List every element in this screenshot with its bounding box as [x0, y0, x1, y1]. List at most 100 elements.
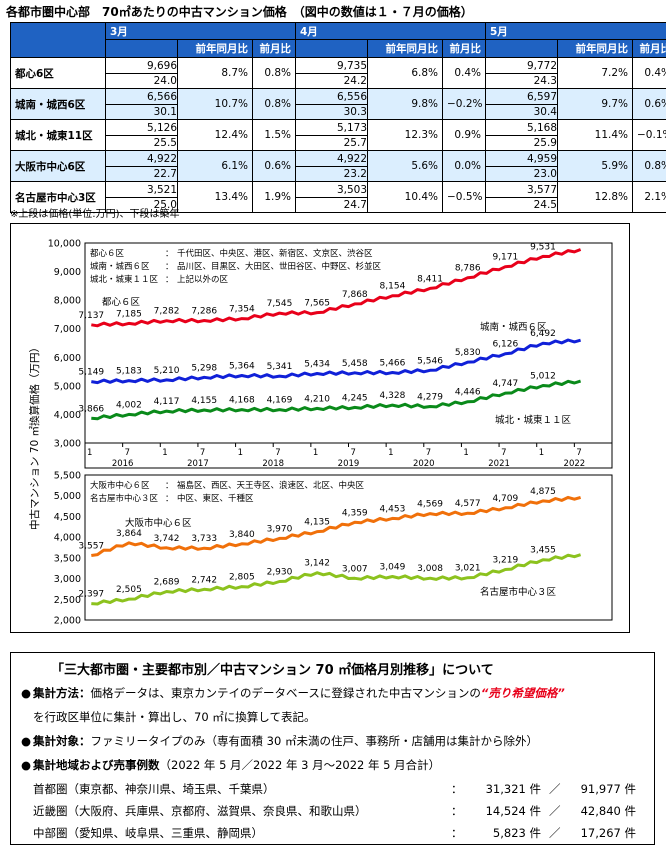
y-tick-label: 7,000	[54, 324, 81, 335]
data-label: 5,546	[417, 356, 443, 366]
data-label: 4,577	[455, 499, 481, 509]
x-tick-label: 7	[501, 448, 506, 458]
series-callout: 城北・城東１１区	[495, 414, 572, 426]
price-cell: 4,922 22.7	[105, 150, 178, 182]
data-label: 3,049	[380, 563, 406, 573]
yoy-header: 前年同月比	[177, 39, 253, 58]
legend-areas: 福島区、西区、天王寺区、浪速区、北区、中央区	[177, 480, 365, 491]
series-line	[91, 379, 582, 421]
price-cell: 4,959 23.0	[485, 150, 558, 182]
data-label: 4,210	[304, 394, 330, 404]
plot-area-upper	[84, 242, 613, 469]
y-tick-label: 5,000	[54, 491, 81, 502]
legend-name: 都心６区	[90, 249, 125, 259]
legend-areas: 千代田区、中央区、港区、新宿区、文京区、渋谷区	[177, 248, 373, 259]
legend-sep: ：	[165, 249, 174, 259]
series-line	[91, 553, 582, 606]
plot-area-lower	[84, 474, 613, 621]
yoy-value: 7.2%	[557, 57, 633, 89]
data-label: 4,709	[492, 494, 518, 504]
x-tick-label: 7	[576, 448, 581, 458]
mom-value: 0.4%	[442, 57, 486, 89]
data-label: 4,279	[417, 392, 443, 402]
yoy-value: 12.8%	[557, 181, 633, 213]
table-note: ※上段は価格(単位:万円)、下段は築年	[10, 209, 180, 220]
x-tick-label: 1	[162, 448, 167, 458]
price-chart: 中古マンション 70 ㎡換算価格（万円） 10,000 9,000 8,000 7,00…	[10, 223, 630, 633]
data-label: 7,565	[304, 299, 330, 309]
yoy-header: 前年同月比	[557, 39, 633, 58]
region-slash: ／	[549, 782, 561, 796]
yoy-header: 前年同月比	[367, 39, 443, 58]
legend-sep: ：	[165, 262, 174, 272]
price-cell: 6,566 30.1	[105, 88, 178, 120]
data-label: 5,183	[116, 367, 142, 377]
data-label: 5,466	[380, 359, 406, 369]
region-label: 集計地域および売事例数	[33, 758, 160, 772]
series-callout: 城南・城西６区	[480, 321, 547, 333]
data-label: 7,545	[267, 299, 293, 309]
mom-value: 0.6%	[632, 88, 666, 120]
data-label: 4,002	[116, 400, 142, 410]
series-callout: 都心６区	[102, 297, 141, 308]
region-month-count: 31,321 件	[485, 782, 541, 796]
mom-value: 2.1%	[632, 181, 666, 213]
price-value: 5,126	[106, 121, 177, 136]
price-cell: 3,503 24.7	[295, 181, 368, 213]
price-cell: 5,126 25.5	[105, 119, 178, 151]
mom-header: 前月比	[632, 39, 666, 58]
price-cell: 3,521 25.0	[105, 181, 178, 213]
data-label: 9,531	[530, 242, 556, 252]
series-callout: 大阪市中心６区	[125, 517, 192, 529]
region-sep: ：	[451, 826, 463, 840]
data-label: 7,282	[154, 307, 180, 317]
yoy-value: 10.7%	[177, 88, 253, 120]
series-callout: 名古屋市中心３区	[480, 586, 557, 598]
data-label: 4,569	[417, 500, 443, 510]
target-text: ファミリータイプのみ（専有面積 30 ㎡未満の住戸、事務所・店舗用は集計から除外…	[90, 734, 538, 748]
data-label: 4,875	[530, 487, 556, 497]
price-table: 3月 4月 5月 前年同月比 前月比 前年同月比 前月比 前年同月比 前月比 都…	[10, 22, 666, 213]
region-month-count: 5,823 件	[492, 826, 541, 840]
mom-value: 0.4%	[632, 57, 666, 89]
x-tick-label: 7	[426, 448, 431, 458]
price-value: 6,556	[296, 90, 367, 105]
region-total-count: 17,267 件	[580, 826, 636, 840]
month-header: 4月	[295, 22, 486, 40]
x-tick-label: 1	[313, 448, 318, 458]
price-value: 5,173	[296, 121, 367, 136]
data-label: 7,354	[229, 305, 255, 315]
table-row: 城南・城西6区 6,566 30.1 10.7% 0.8% 6,556 30.3 9.8% −0…	[10, 88, 666, 120]
method-highlight: “売り希望価格”	[480, 686, 565, 700]
x-year-label: 2016	[112, 459, 134, 469]
y-tick-label: 4,000	[54, 533, 81, 544]
data-label: 5,434	[304, 359, 330, 369]
row-label: 城北・城東11区	[10, 119, 106, 151]
data-label: 3,742	[154, 534, 180, 544]
yoy-value: 5.9%	[557, 150, 633, 182]
x-tick-label: 1	[238, 448, 243, 458]
yoy-value: 12.3%	[367, 119, 443, 151]
data-label: 8,786	[455, 264, 481, 274]
data-label: 7,185	[116, 309, 142, 319]
price-cell: 9,696 24.0	[105, 57, 178, 89]
mom-value: 0.6%	[252, 150, 296, 182]
row-label: 城南・城西6区	[10, 88, 106, 120]
target-line: ● 集計対象：ファミリータイプのみ（専有面積 30 ㎡未満の住戸、事務所・店舗用は…	[21, 734, 538, 748]
table-corner	[10, 22, 106, 58]
data-label: 5,149	[78, 368, 104, 378]
data-label: 4,359	[342, 508, 368, 518]
method-text2: を行政区単位に集計・算出し、70 ㎡に換算して表記。	[33, 710, 316, 724]
region-sep: ：	[451, 804, 463, 818]
y-tick-label: 5,000	[54, 381, 81, 392]
legend-sep: ：	[165, 494, 174, 504]
y-tick-label: 3,000	[54, 439, 81, 450]
price-cell: 5,168 25.9	[485, 119, 558, 151]
data-label: 5,210	[154, 366, 180, 376]
data-label: 2,742	[191, 575, 217, 585]
y-tick-label: 10,000	[48, 239, 81, 250]
data-label: 2,805	[229, 573, 255, 583]
age-value: 25.0	[153, 198, 177, 211]
data-label: 7,868	[342, 290, 368, 300]
x-year-label: 2022	[564, 459, 586, 469]
